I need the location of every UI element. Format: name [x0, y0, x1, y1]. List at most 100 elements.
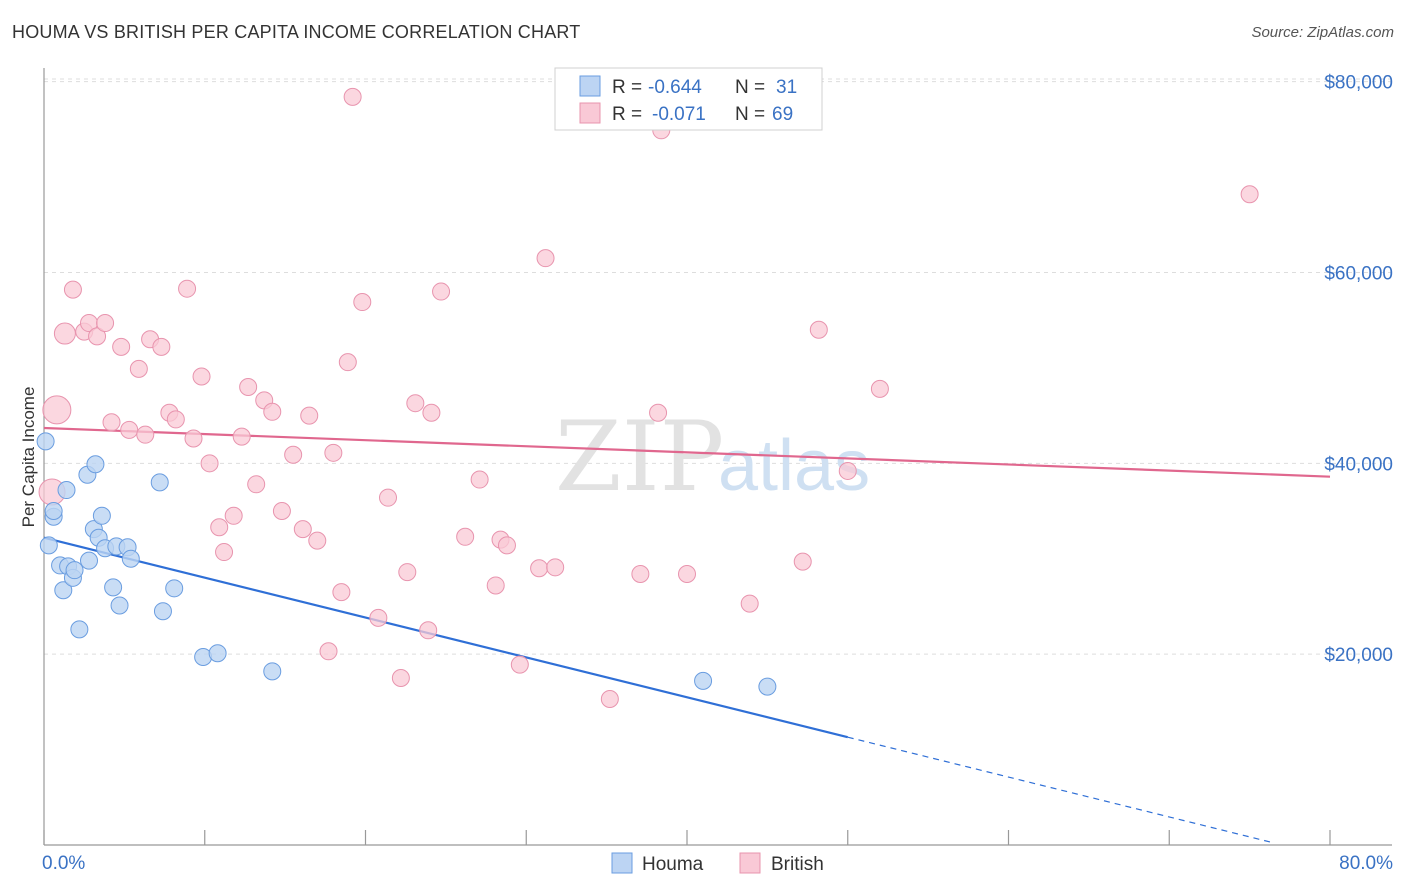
british-point[interactable] — [224, 506, 243, 525]
x-ticks — [43, 830, 1331, 845]
british-point[interactable] — [136, 425, 155, 444]
legend-houma-n-value: 31 — [776, 77, 797, 98]
y-tick-label: $20,000 — [1324, 645, 1393, 666]
x-tick-label-max: 80.0% — [1339, 853, 1393, 874]
bottom-legend-swatch-houma[interactable] — [611, 852, 633, 874]
british-point[interactable] — [398, 563, 417, 582]
british-point[interactable] — [166, 410, 185, 429]
british-point[interactable] — [456, 527, 475, 546]
houma-point[interactable] — [208, 644, 227, 663]
british-point[interactable] — [343, 87, 362, 106]
houma-point[interactable] — [36, 432, 55, 451]
british-point[interactable] — [422, 403, 441, 422]
british-point[interactable] — [129, 359, 148, 378]
houma-trend-line — [43, 536, 849, 739]
houma-point[interactable] — [39, 536, 58, 555]
british-point[interactable] — [740, 594, 759, 613]
houma-point[interactable] — [70, 620, 89, 639]
british-point[interactable] — [88, 327, 107, 346]
houma-point[interactable] — [150, 473, 169, 492]
houma-point[interactable] — [57, 481, 76, 500]
british-point[interactable] — [510, 655, 529, 674]
british-point[interactable] — [293, 520, 312, 539]
british-point[interactable] — [184, 429, 203, 448]
british-point[interactable] — [272, 502, 291, 521]
british-point[interactable] — [497, 536, 516, 555]
houma-point[interactable] — [694, 671, 713, 690]
bottom-legend-label-houma[interactable]: Houma — [642, 854, 704, 875]
bottom-legend-label-british[interactable]: British — [771, 854, 824, 875]
houma-point[interactable] — [80, 551, 99, 570]
source-label: Source: ZipAtlas.com — [1251, 24, 1394, 41]
houma-trend-line-extension — [847, 736, 1274, 844]
bottom-legend-swatch-british[interactable] — [739, 852, 761, 874]
houma-point[interactable] — [153, 602, 172, 621]
british-point[interactable] — [308, 531, 327, 550]
british-point[interactable] — [631, 565, 650, 584]
british-point[interactable] — [263, 402, 282, 421]
british-point[interactable] — [406, 394, 425, 413]
british-point[interactable] — [210, 518, 229, 537]
y-axis-label: Per Capita Income — [19, 387, 38, 528]
x-tick-label-min: 0.0% — [42, 853, 85, 874]
british-point[interactable] — [192, 367, 211, 386]
british-point[interactable] — [332, 583, 351, 602]
british-point[interactable] — [324, 443, 343, 462]
british-point[interactable] — [96, 314, 115, 333]
british-point[interactable] — [678, 565, 696, 584]
british-point[interactable] — [419, 621, 438, 640]
british-point[interactable] — [838, 461, 857, 480]
british-point[interactable] — [178, 279, 197, 298]
british-point[interactable] — [53, 322, 76, 345]
british-point[interactable] — [338, 353, 357, 372]
legend-british-r-label: R = — [612, 104, 642, 125]
houma-point[interactable] — [54, 581, 73, 600]
legend-british-n-label: N = — [735, 104, 765, 125]
houma-point[interactable] — [92, 506, 111, 525]
british-point[interactable] — [530, 559, 549, 578]
british-point[interactable] — [42, 395, 72, 425]
houma-point[interactable] — [165, 579, 184, 598]
british-point[interactable] — [486, 576, 505, 595]
british-point[interactable] — [649, 403, 668, 422]
british-point[interactable] — [379, 488, 398, 507]
british-point[interactable] — [284, 445, 303, 464]
british-point[interactable] — [536, 249, 555, 268]
british-point[interactable] — [546, 558, 565, 577]
british-point[interactable] — [152, 337, 171, 356]
british-point[interactable] — [63, 280, 82, 299]
british-point[interactable] — [470, 470, 489, 489]
british-point[interactable] — [793, 552, 812, 571]
british-point[interactable] — [600, 690, 619, 709]
british-point[interactable] — [319, 642, 338, 661]
british-point[interactable] — [232, 427, 251, 446]
y-tick-label: $80,000 — [1324, 73, 1393, 94]
watermark-zip: ZIP — [555, 401, 724, 513]
british-point[interactable] — [300, 406, 319, 425]
houma-point[interactable] — [758, 677, 777, 696]
houma-point[interactable] — [110, 596, 129, 615]
houma-point[interactable] — [86, 455, 105, 474]
houma-point[interactable] — [121, 549, 140, 568]
axes — [43, 68, 1392, 846]
houma-point[interactable] — [65, 561, 84, 580]
british-point[interactable] — [120, 420, 139, 439]
houma-point[interactable] — [104, 578, 123, 597]
british-point[interactable] — [432, 282, 451, 301]
houma-point[interactable] — [263, 662, 282, 681]
british-point[interactable] — [870, 379, 889, 398]
british-point[interactable] — [391, 669, 410, 688]
chart-title: HOUMA VS BRITISH PER CAPITA INCOME CORRE… — [12, 22, 581, 42]
british-point[interactable] — [1240, 185, 1259, 204]
british-point[interactable] — [102, 413, 121, 432]
british-point[interactable] — [112, 337, 131, 356]
british-point[interactable] — [215, 543, 234, 562]
british-point[interactable] — [200, 454, 219, 473]
british-point[interactable] — [369, 608, 388, 627]
british-point[interactable] — [239, 377, 258, 396]
houma-point[interactable] — [44, 502, 63, 521]
british-point[interactable] — [809, 320, 828, 339]
british-point[interactable] — [247, 475, 266, 494]
british-point[interactable] — [353, 293, 372, 312]
